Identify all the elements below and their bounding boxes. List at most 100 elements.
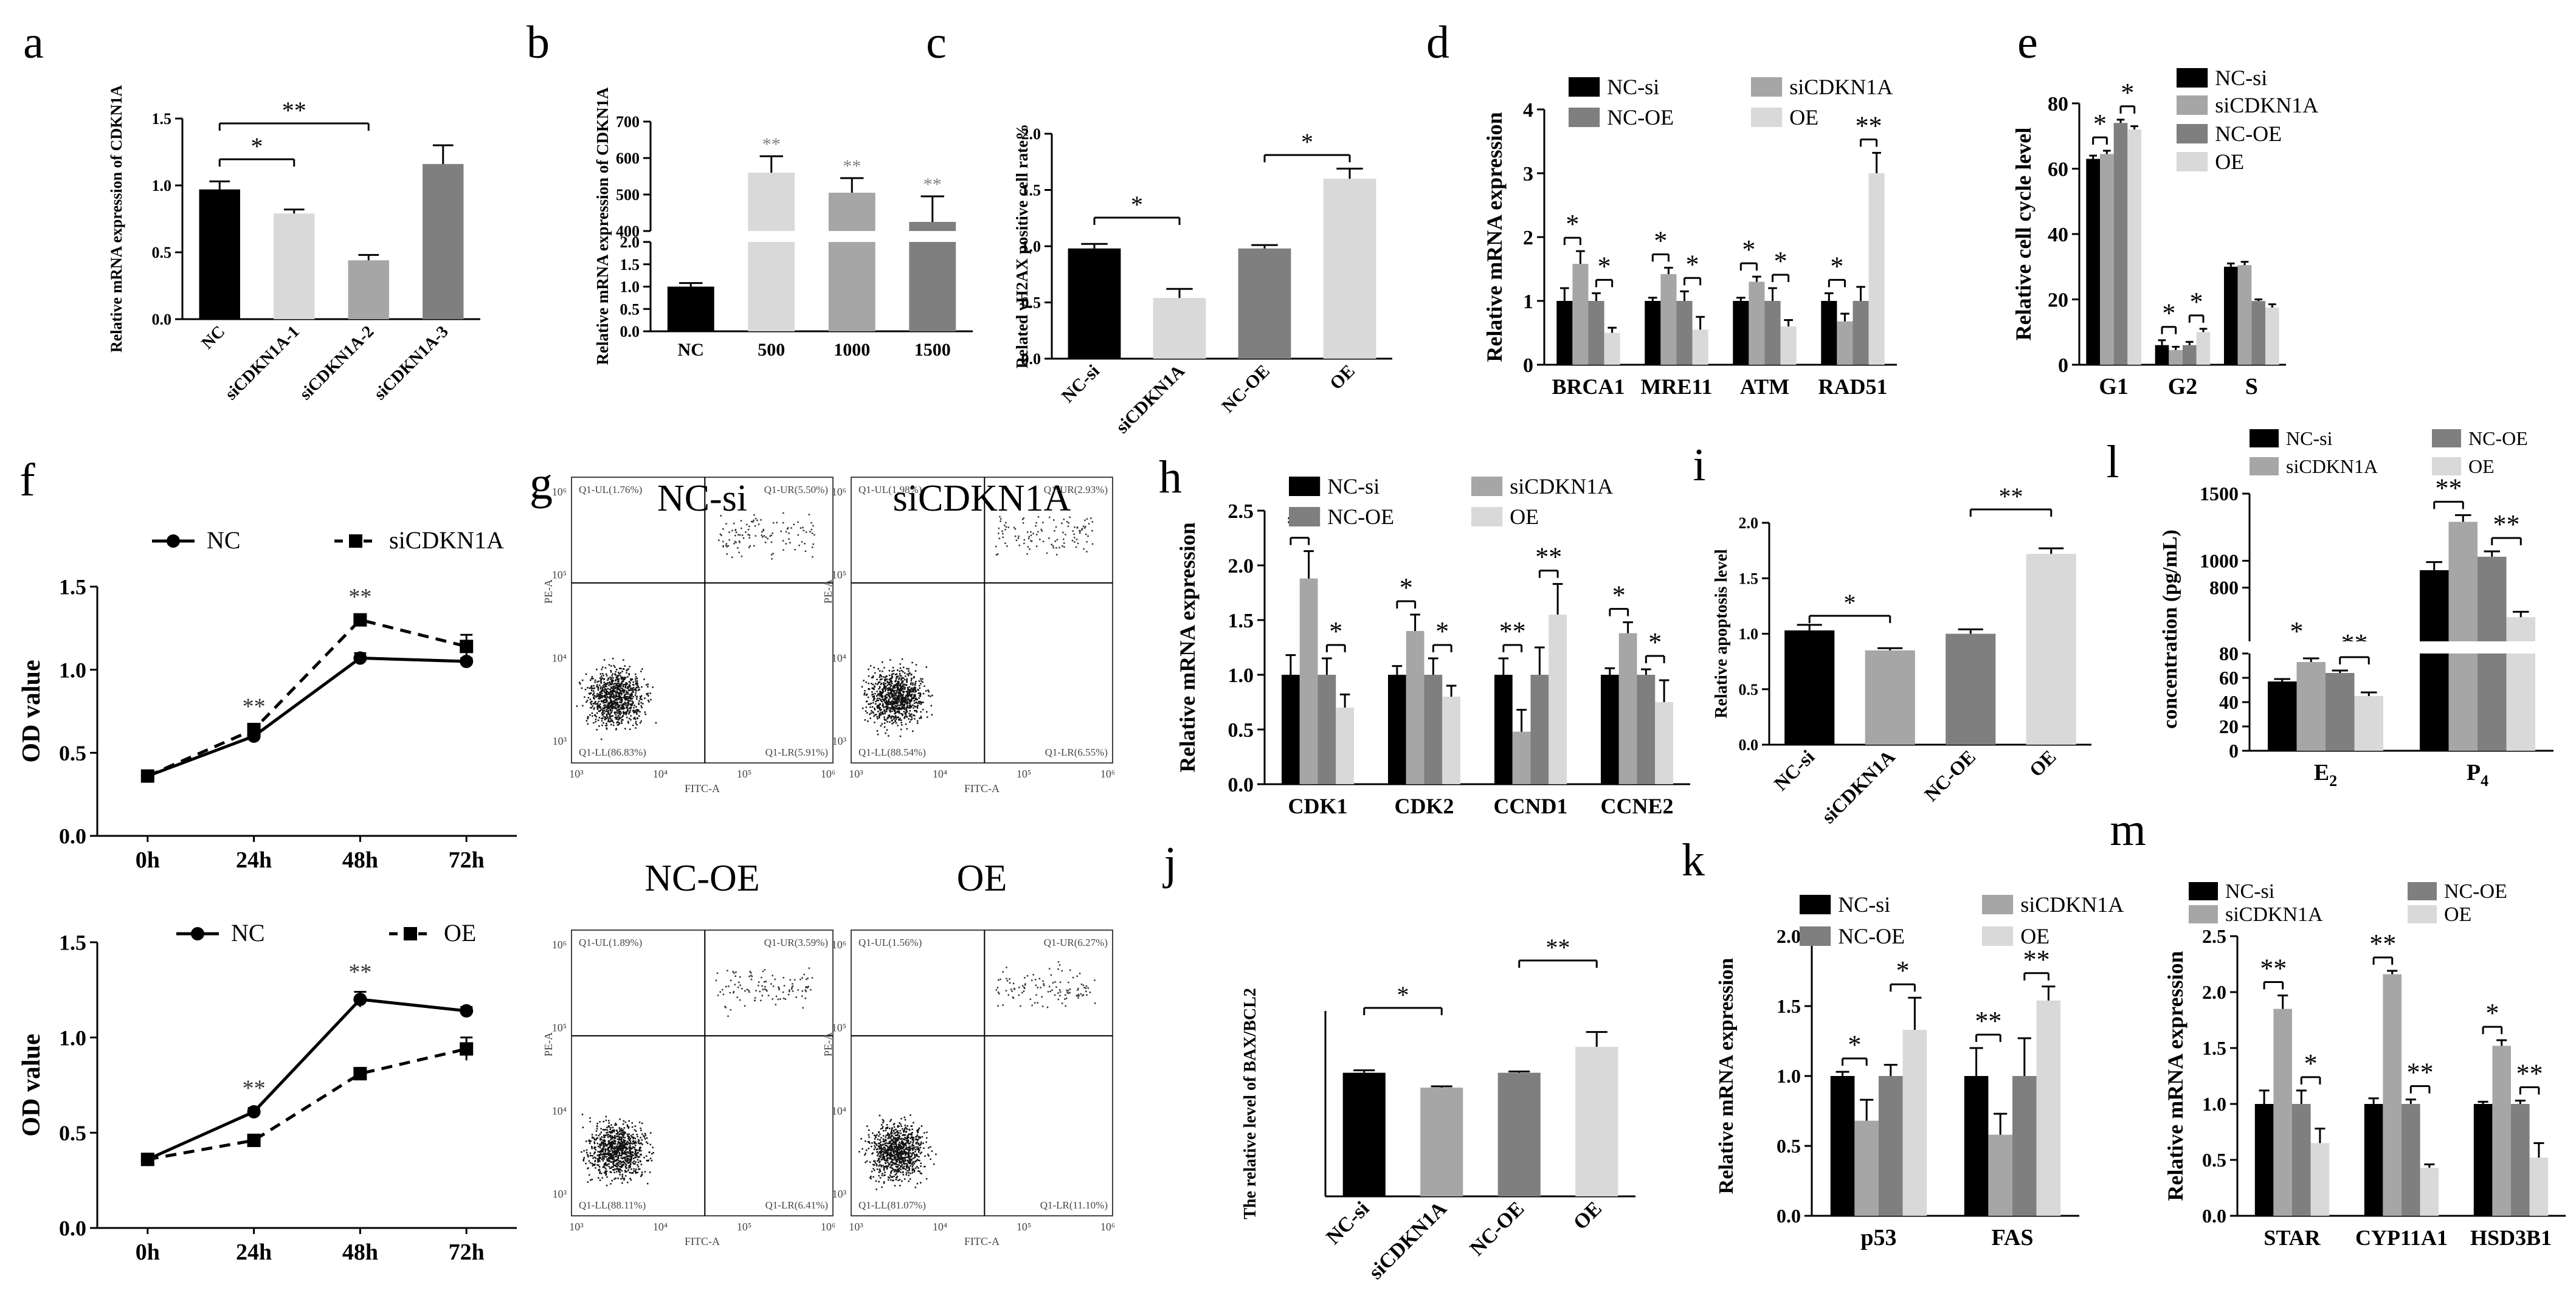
flow-event-dot: [624, 1121, 627, 1123]
flow-event-dot: [1088, 523, 1090, 525]
flow-event-dot: [930, 1146, 931, 1148]
legend-swatch-siCDKN1A: [2189, 905, 2218, 923]
flow-event-dot: [913, 1154, 916, 1156]
quadrant-ur-label: Q1-UR(3.59%): [764, 937, 828, 948]
flow-event-dot: [886, 1152, 888, 1154]
flow-event-dot: [906, 705, 909, 706]
flow-event-dot: [914, 684, 916, 686]
flow-event-dot: [894, 710, 896, 712]
flow-event-dot: [623, 659, 624, 661]
flow-event-dot: [906, 1136, 908, 1138]
flow-event-dot: [733, 991, 734, 994]
flow-event-dot: [618, 688, 620, 690]
flow-event-dot: [886, 709, 888, 711]
flow-event-dot: [896, 1140, 898, 1142]
flow-event-dot: [913, 1163, 915, 1165]
legend-label-NC-OE: NC-OE: [2468, 427, 2528, 449]
flow-event-dot: [620, 1144, 621, 1146]
flow-event-dot: [888, 688, 889, 689]
y-tick-label: 2.0: [1228, 555, 1254, 578]
bar-NC-OE: [1238, 248, 1291, 359]
flow-event-dot: [609, 691, 612, 693]
flow-event-dot: [631, 697, 634, 700]
flow-event-dot: [893, 1123, 895, 1126]
flow-event-dot: [747, 534, 749, 536]
legend-swatch-NC-si: [1569, 77, 1600, 97]
flow-event-dot: [1069, 991, 1071, 994]
flow-event-dot: [621, 704, 623, 706]
flow-event-dot: [640, 1153, 642, 1156]
flow-event-dot: [762, 536, 764, 538]
flow-event-dot: [906, 716, 908, 718]
flow-event-dot: [895, 1158, 897, 1160]
data-point-OE: [460, 1042, 474, 1056]
flow-event-dot: [626, 1133, 629, 1136]
flow-event-dot: [644, 1134, 647, 1136]
flow-event-dot: [619, 1149, 621, 1151]
flow-event-dot: [879, 707, 880, 709]
flow-event-dot: [879, 698, 882, 701]
flow-event-dot: [903, 700, 905, 702]
flow-event-dot: [894, 687, 896, 689]
flow-event-dot: [894, 707, 897, 709]
flow-event-dot: [762, 529, 764, 532]
flow-event-dot: [1035, 525, 1037, 527]
flow-event-dot: [601, 720, 603, 722]
flow-event-dot: [1072, 530, 1074, 532]
flow-event-dot: [874, 1160, 876, 1162]
flow-event-dot: [615, 671, 617, 673]
flow-event-dot: [589, 698, 592, 700]
flow-event-dot: [914, 718, 916, 720]
flow-event-dot: [634, 705, 635, 706]
flow-event-dot: [867, 696, 869, 698]
bar-P-NC-si: [2420, 570, 2449, 751]
bar-FAS-NC-si: [1964, 1076, 1989, 1216]
flow-event-dot: [633, 1136, 635, 1139]
flow-event-dot: [866, 712, 868, 714]
flow-event-dot: [887, 1176, 889, 1178]
flow-event-dot: [1073, 533, 1075, 535]
data-point-OE: [353, 1067, 367, 1081]
flow-event-dot: [590, 1179, 592, 1181]
flow-event-dot: [770, 983, 772, 985]
y-tick-label: 2.0: [1021, 125, 1041, 143]
flow-event-dot: [637, 686, 639, 688]
flow-event-dot: [620, 694, 623, 696]
flow-event-dot: [883, 1157, 885, 1159]
flow-event-dot: [895, 698, 897, 700]
flow-event-dot: [636, 680, 638, 682]
flow-event-dot: [912, 689, 914, 691]
flow-event-dot: [754, 997, 756, 999]
flow-event-dot: [752, 521, 754, 523]
flow-event-dot: [892, 703, 894, 705]
flow-event-dot: [741, 527, 742, 529]
flow-event-dot: [1017, 537, 1020, 539]
flow-event-dot: [910, 1172, 911, 1174]
flow-event-dot: [623, 703, 625, 705]
flow-event-dot: [616, 1135, 619, 1137]
flow-event-dot: [808, 514, 810, 516]
flow-event-dot: [1066, 989, 1068, 991]
flow-event-dot: [1078, 995, 1080, 997]
flow-event-dot: [872, 1176, 874, 1178]
significance-label: **: [2369, 929, 2396, 959]
flow-event-dot: [908, 1162, 910, 1164]
flow-event-dot: [912, 684, 914, 686]
flow-event-dot: [899, 683, 902, 685]
flow-event-dot: [882, 703, 884, 705]
bar-BRCA1-NC-OE: [1588, 301, 1604, 365]
flow-event-dot: [599, 1160, 601, 1162]
flow-event-dot: [919, 1137, 922, 1139]
flow-event-dot: [1086, 994, 1088, 996]
flow-event-dot: [874, 708, 875, 709]
flow-event-dot: [621, 1151, 624, 1154]
flow-event-dot: [889, 1147, 891, 1149]
flow-event-dot: [920, 1173, 922, 1174]
flow-event-dot: [782, 998, 785, 999]
flow-event-dot: [586, 700, 589, 702]
flow-event-dot: [883, 1153, 885, 1154]
flow-event-dot: [1049, 985, 1051, 988]
flow-event-dot: [868, 682, 869, 685]
flow-event-dot: [603, 712, 606, 714]
flow-event-dot: [615, 716, 617, 718]
